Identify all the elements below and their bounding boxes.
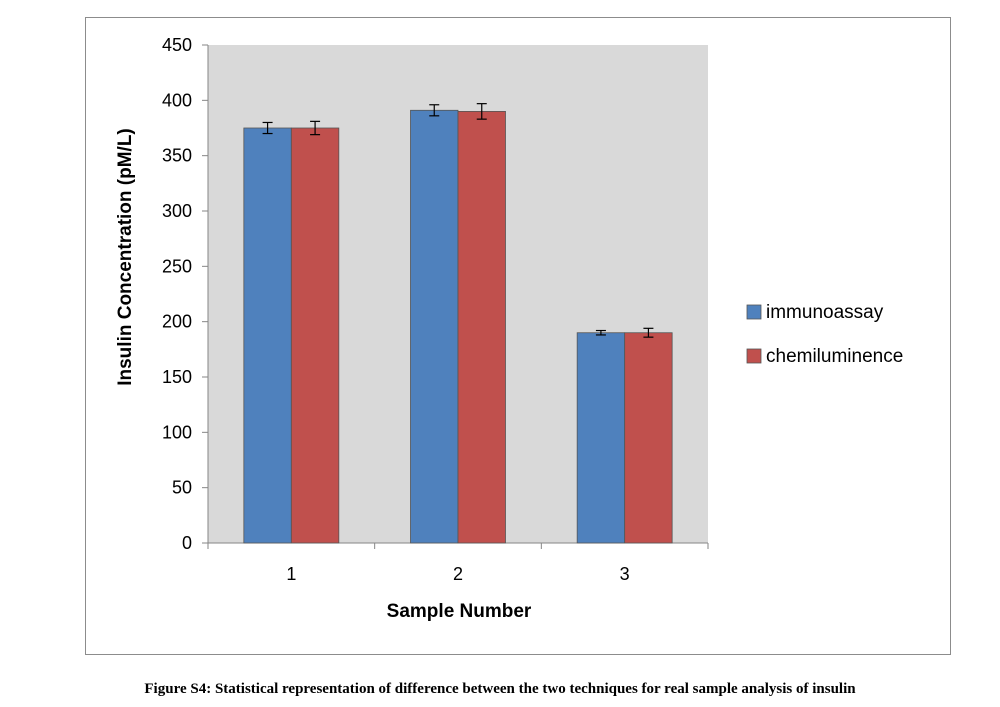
y-axis-title: Insulin Concentration (pM/L) bbox=[115, 128, 136, 386]
bar-immunoassay bbox=[243, 127, 292, 544]
bar-immunoassay bbox=[576, 332, 626, 544]
y-tick-label: 400 bbox=[162, 90, 192, 110]
legend-swatch bbox=[746, 348, 762, 364]
x-tick-label: 2 bbox=[453, 564, 463, 584]
bar-chart: 0 50 100 150 200 250 300 350 400 450 1 2 3 Insulin C… bbox=[115, 35, 903, 622]
x-axis-title: Sample Number bbox=[387, 601, 532, 622]
bar-chemiluminence bbox=[290, 127, 340, 544]
y-tick-label: 200 bbox=[162, 312, 192, 332]
figure-frame: 0 50 100 150 200 250 300 350 400 450 1 2 3 Insulin C… bbox=[85, 17, 951, 655]
y-tick-label: 250 bbox=[162, 256, 192, 276]
legend: immunoassay chemiluminence bbox=[746, 302, 903, 367]
legend-label: immunoassay bbox=[766, 302, 884, 323]
bar-chemiluminence bbox=[457, 111, 506, 544]
figure-caption: Figure S4: Statistical representation of… bbox=[144, 681, 856, 697]
legend-label: chemiluminence bbox=[766, 346, 903, 367]
x-tick-label: 3 bbox=[620, 564, 630, 584]
y-tick-label: 450 bbox=[162, 35, 192, 55]
y-tick-label: 50 bbox=[172, 478, 192, 498]
y-tick-label: 300 bbox=[162, 201, 192, 221]
y-tick-label: 350 bbox=[162, 146, 192, 166]
y-tick-label: 100 bbox=[162, 422, 192, 442]
bar-chemiluminence bbox=[624, 332, 673, 544]
y-tick-label: 150 bbox=[162, 367, 192, 387]
legend-swatch bbox=[746, 304, 762, 320]
x-tick-label: 1 bbox=[286, 564, 296, 584]
bar-immunoassay bbox=[410, 109, 459, 544]
y-tick-label: 0 bbox=[182, 533, 192, 553]
